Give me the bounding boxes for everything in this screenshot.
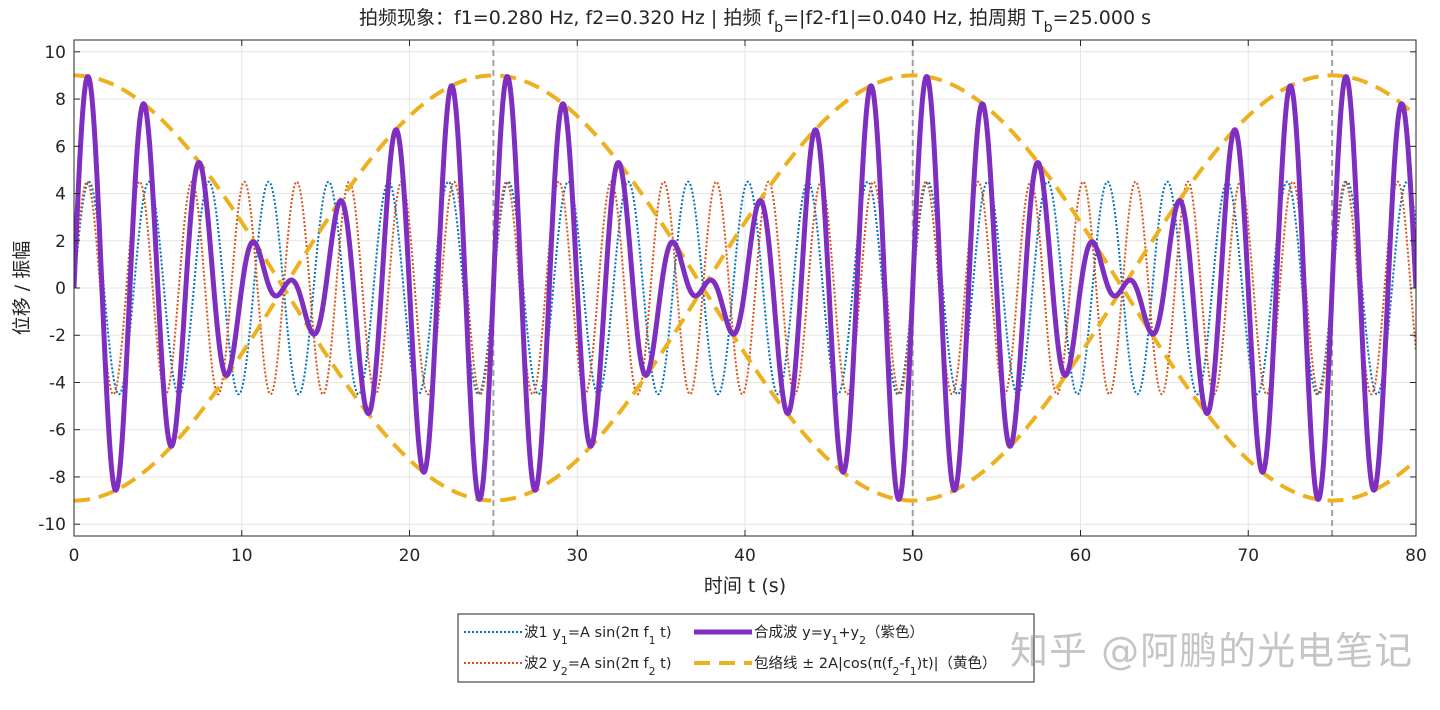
x-tick-label: 30 [566, 546, 588, 566]
x-tick-label: 70 [1237, 546, 1259, 566]
chart-title: 拍频现象：f1=0.280 Hz, f2=0.320 Hz | 拍频 fb=|f… [359, 7, 1151, 36]
series-envelope-upper [74, 73, 1416, 292]
series-envelope-lower [74, 284, 1416, 503]
x-tick-label: 60 [1070, 546, 1092, 566]
x-tick-label: 50 [902, 546, 924, 566]
series-wave2-line [74, 180, 1416, 396]
y-tick-label: 6 [55, 137, 66, 157]
series-sum-line [74, 74, 1416, 502]
y-tick-label: -10 [38, 515, 66, 535]
y-tick-label: -2 [49, 326, 66, 346]
x-tick-label: 80 [1405, 546, 1427, 566]
y-tick-label: -6 [49, 421, 66, 441]
legend-label-sum: 合成波 y=y1+y2（紫色） [754, 624, 924, 647]
series-group [74, 73, 1416, 503]
y-tick-label: 0 [55, 279, 66, 299]
x-tick-label: 20 [399, 546, 421, 566]
legend-label-wave1: 波1 y1=A sin(2π f1 t) [524, 624, 672, 647]
series-wave1-line [74, 180, 1416, 396]
y-tick-label: -4 [49, 373, 66, 393]
y-tick-label: 2 [55, 232, 66, 252]
legend-label-wave2: 波2 y2=A sin(2π f2 t) [524, 655, 672, 678]
x-tick-label: 10 [231, 546, 253, 566]
legend-box [457, 613, 1035, 683]
y-tick-label: 4 [55, 185, 66, 205]
x-axis-label: 时间 t (s) [704, 575, 786, 597]
y-tick-label: 10 [44, 43, 66, 63]
x-tick-label: 0 [69, 546, 80, 566]
x-tick-label: 40 [734, 546, 756, 566]
y-tick-label: 8 [55, 90, 66, 110]
y-axis-label: 位移 / 振幅 [11, 241, 33, 335]
legend-label-envelope: 包络线 ± 2A|cos(π(f2-f1)t)|（黄色） [754, 655, 997, 678]
watermark-text: 知乎 @阿鹏的光电笔记 [1010, 629, 1414, 673]
y-tick-label: -8 [49, 468, 66, 488]
